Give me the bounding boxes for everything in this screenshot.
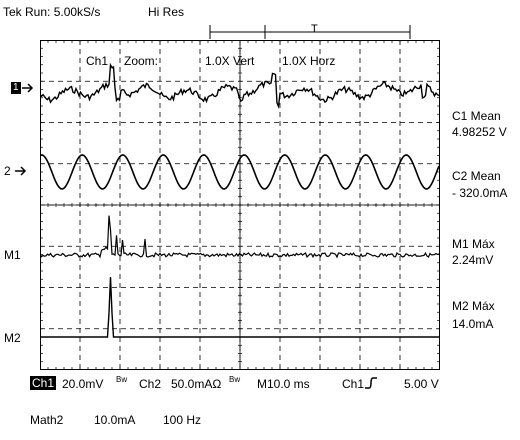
ch2-label: Ch2 (139, 377, 162, 391)
rising-edge-icon (365, 377, 377, 389)
zoom-channel: Ch1 (86, 54, 109, 68)
c1-readout-value: 4.98252 V (452, 125, 507, 139)
right-arrow-icon (15, 166, 27, 176)
zoom-vert: 1.0X Vert (205, 54, 255, 68)
ch2-trace (40, 154, 440, 190)
m1-readout-label: M1 Máx (452, 237, 495, 251)
ch2-scale: 50.0mAΩ (171, 377, 222, 391)
m2-marker: M2 (4, 331, 21, 345)
ch2-bandwidth: Bw (229, 375, 241, 384)
timebase: M10.0 ms (257, 377, 310, 391)
zoom-label: Zoom: (124, 54, 159, 68)
ch1-bandwidth: Bw (116, 375, 128, 384)
math-frequency: 100 Hz (163, 413, 202, 427)
m2-readout-label: M2 Máx (452, 299, 495, 313)
math-label: Math2 (30, 413, 64, 427)
trigger-marker: T (311, 23, 318, 35)
ch1-scale: 20.0mV (62, 377, 104, 391)
acquisition-mode: Hi Res (148, 5, 185, 19)
graticule (40, 40, 440, 370)
m1-trace (40, 215, 440, 259)
ch1-scale-badge: Ch1 (30, 376, 57, 390)
m1-marker: M1 (4, 248, 21, 262)
trigger-level: 5.00 V (404, 377, 439, 391)
right-arrow-icon (22, 83, 34, 93)
trigger-position-bar (209, 25, 411, 39)
acquisition-status: Tek Run: 5.00kS/s (3, 5, 101, 19)
c1-readout-label: C1 Mean (452, 109, 501, 123)
c2-readout-value: - 320.0mA (452, 186, 508, 200)
c2-readout-label: C2 Mean (452, 169, 501, 183)
trigger-channel: Ch1 (342, 377, 365, 391)
m2-trace (40, 276, 439, 338)
m2-readout-value: 14.0mA (452, 317, 494, 331)
m1-readout-value: 2.24mV (452, 253, 494, 267)
ch2-marker: 2 (4, 164, 11, 178)
scope-screen (40, 40, 440, 370)
math-scale: 10.0mA (94, 413, 136, 427)
ch1-marker: 1 (11, 82, 21, 94)
zoom-horz: 1.0X Horz (282, 54, 336, 68)
ch1-trace (40, 62, 440, 110)
